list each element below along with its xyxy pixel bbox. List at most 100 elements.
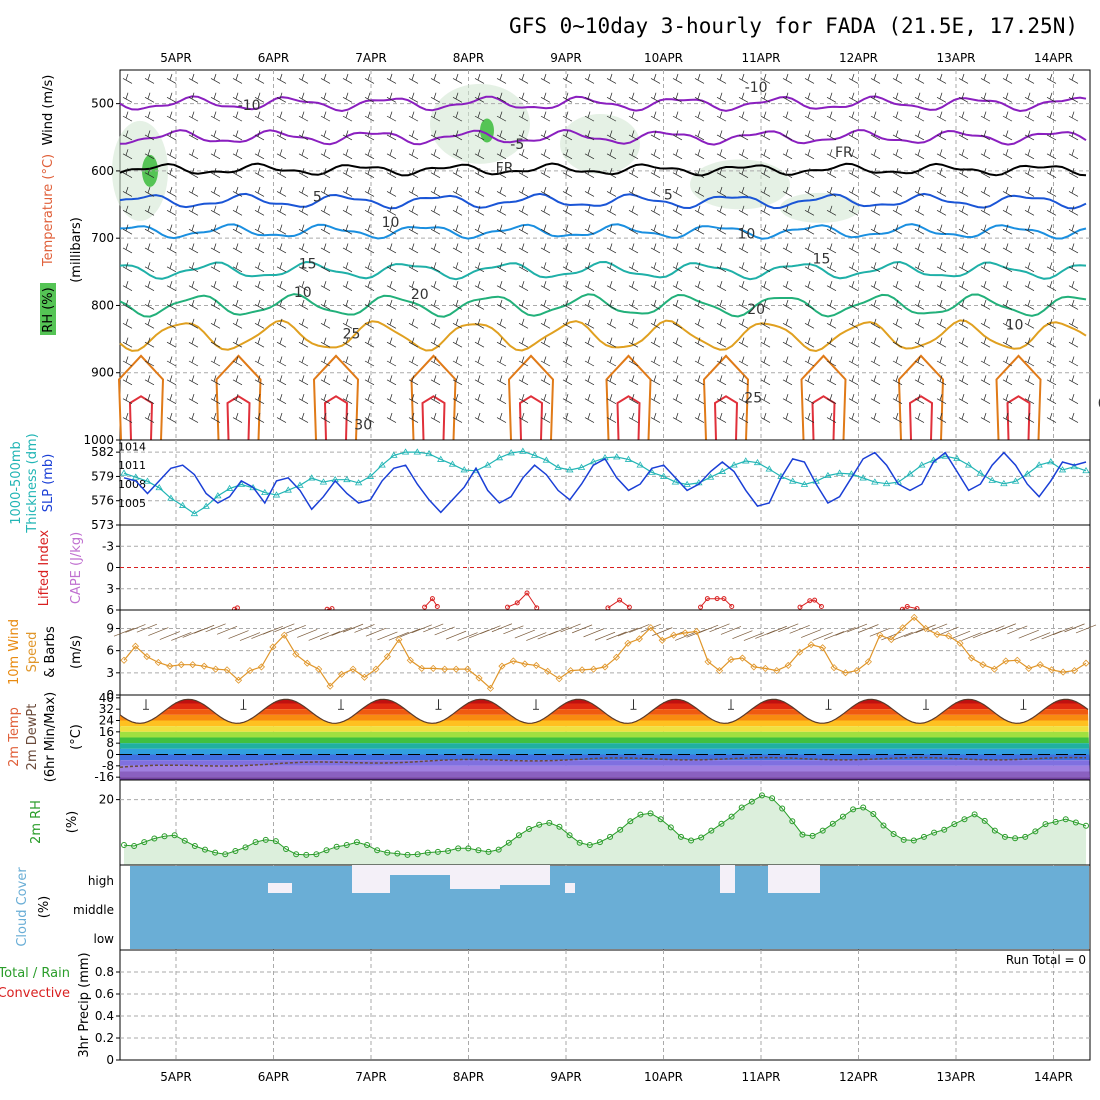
wind-barb bbox=[364, 281, 375, 291]
wind-barb bbox=[474, 337, 485, 348]
wind-barb bbox=[386, 73, 397, 84]
wind-barb bbox=[870, 356, 881, 367]
wind-barb bbox=[232, 186, 243, 197]
wind-barb bbox=[342, 243, 353, 254]
thickness-marker bbox=[800, 480, 809, 487]
wind-barb bbox=[848, 412, 859, 423]
thickness-marker bbox=[835, 469, 844, 476]
wind-barb bbox=[408, 281, 419, 291]
wind-barb bbox=[606, 281, 617, 291]
wind-barb bbox=[892, 92, 903, 103]
wind-speed-marker bbox=[143, 652, 151, 661]
wind-barb bbox=[958, 318, 969, 329]
wind-barb bbox=[254, 168, 265, 178]
wind-barb bbox=[870, 375, 881, 386]
wind-barb bbox=[232, 337, 243, 348]
wind-barb bbox=[452, 299, 463, 310]
rh-marker bbox=[232, 847, 239, 854]
wind-barb bbox=[628, 186, 639, 197]
contour-label: 0 bbox=[1098, 396, 1100, 412]
thickness-marker bbox=[167, 494, 175, 501]
wind-barb bbox=[958, 205, 969, 216]
wind-barb bbox=[1046, 186, 1057, 197]
wind-barb bbox=[804, 186, 815, 197]
thickness-marker bbox=[1000, 479, 1008, 487]
wind-barb bbox=[518, 299, 529, 310]
cloud-clear bbox=[450, 865, 500, 889]
wind-barb bbox=[980, 281, 991, 291]
lifted-index-marker bbox=[617, 597, 623, 603]
rh-marker bbox=[627, 818, 634, 825]
wind-barb bbox=[870, 73, 881, 84]
wind-barb bbox=[386, 149, 397, 160]
wind-barb bbox=[320, 281, 331, 291]
wind-barb bbox=[914, 205, 925, 216]
wind-speed-marker bbox=[1002, 657, 1010, 665]
wind-barb bbox=[628, 356, 639, 367]
wind-barb bbox=[386, 412, 397, 423]
wind-barb bbox=[826, 281, 837, 291]
wind-barb bbox=[408, 111, 419, 122]
wind-barb bbox=[1002, 92, 1013, 103]
wind-barb bbox=[408, 318, 419, 329]
wind-barb bbox=[166, 318, 177, 329]
temp-max-errorbar bbox=[533, 699, 539, 710]
wind-barb bbox=[760, 111, 771, 122]
wind-barb bbox=[738, 186, 749, 197]
lifted-index-cape-panel: -3 0 3 6 bbox=[102, 524, 1091, 617]
wind-barb bbox=[826, 412, 837, 423]
wind-barb bbox=[936, 394, 947, 404]
wind-barb bbox=[1024, 149, 1035, 160]
isotherm-loop bbox=[713, 395, 739, 441]
wind-barb bbox=[804, 243, 815, 254]
wind-barb bbox=[1046, 149, 1057, 160]
wind-barb bbox=[738, 224, 749, 235]
li-ytick-label: 6 bbox=[106, 603, 114, 617]
wind-speed-marker bbox=[429, 664, 437, 672]
rh-marker bbox=[779, 805, 786, 812]
thickness-marker bbox=[120, 469, 128, 476]
wind-barb bbox=[826, 186, 837, 197]
wind-barb bbox=[804, 130, 815, 141]
wind-barb bbox=[188, 73, 199, 84]
wind-barb bbox=[650, 73, 661, 84]
wind-barb bbox=[628, 375, 639, 386]
wind-speed-marker bbox=[1082, 659, 1090, 667]
wind-barb bbox=[804, 375, 815, 386]
thickness-marker bbox=[918, 461, 926, 468]
wind-barb bbox=[628, 149, 639, 160]
wind-barb bbox=[298, 394, 309, 404]
wind-barb bbox=[694, 281, 705, 291]
wind-barb bbox=[540, 243, 551, 254]
wind-barb bbox=[364, 356, 375, 367]
wind-barb bbox=[342, 375, 353, 386]
temp-ytick-label: -8 bbox=[102, 759, 114, 773]
wind-speed-marker bbox=[280, 631, 288, 639]
wind-barb bbox=[584, 224, 595, 235]
wind-barb bbox=[672, 318, 683, 329]
wind-barb bbox=[320, 375, 331, 386]
wind-speed-marker bbox=[441, 665, 449, 673]
wind-barb bbox=[782, 375, 793, 386]
wind-barb-10m bbox=[858, 624, 879, 633]
wind-barb bbox=[144, 394, 155, 404]
wind-barb bbox=[364, 412, 375, 423]
wind-barb-10m bbox=[480, 625, 501, 635]
wind-barb bbox=[936, 111, 947, 122]
top-date-label: 8APR bbox=[453, 51, 484, 65]
wind-barb bbox=[760, 356, 771, 367]
wind-barb bbox=[320, 168, 331, 178]
wind-barb bbox=[672, 149, 683, 160]
wind-barb bbox=[628, 205, 639, 216]
wind-barb bbox=[892, 205, 903, 216]
top-date-label: 12APR bbox=[839, 51, 878, 65]
wind-barb bbox=[782, 337, 793, 348]
wind-barb bbox=[518, 149, 529, 160]
wind-barb bbox=[650, 149, 661, 160]
wind-speed-marker bbox=[452, 665, 460, 673]
wind-barb bbox=[122, 337, 133, 348]
rh-marker bbox=[819, 827, 826, 834]
wind-barb bbox=[430, 186, 441, 197]
wind-barb bbox=[672, 375, 683, 386]
wind-barb bbox=[188, 299, 199, 310]
